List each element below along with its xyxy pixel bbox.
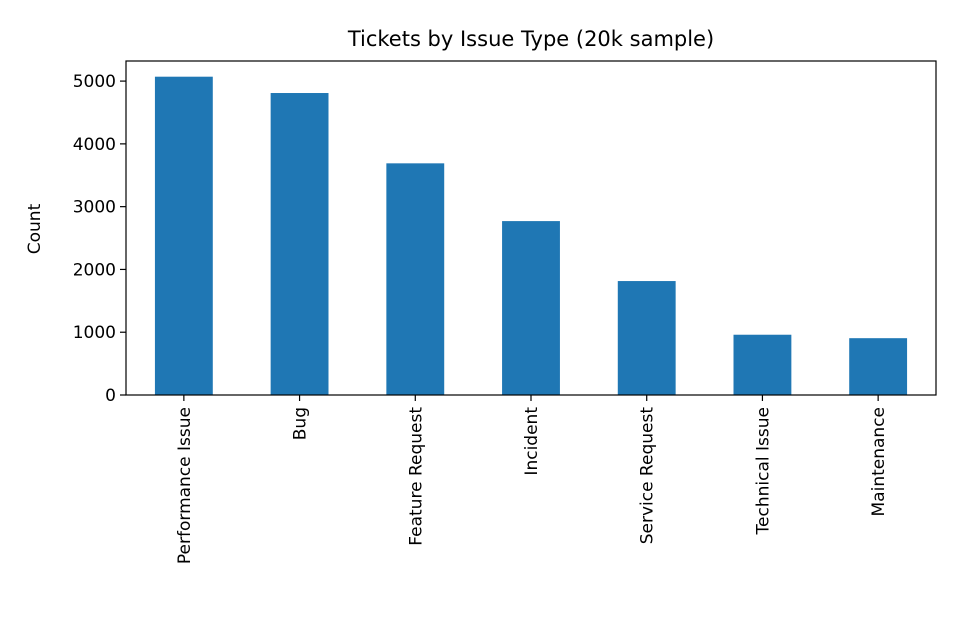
x-tick-label: Technical Issue <box>753 407 773 535</box>
bar-maintenance <box>849 338 908 395</box>
y-tick-label: 0 <box>105 386 116 406</box>
chart-title: Tickets by Issue Type (20k sample) <box>347 27 714 51</box>
bar-service-request <box>617 281 676 395</box>
x-tick-label: Performance Issue <box>175 407 195 564</box>
y-tick-label: 5000 <box>73 72 116 92</box>
y-axis-label: Count <box>25 203 45 254</box>
x-axis: Performance Issue Bug Feature Request Incid… <box>175 395 889 564</box>
y-axis: 0 1000 2000 3000 4000 5000 <box>73 72 126 406</box>
bar-bug <box>270 93 329 395</box>
bar-feature-request <box>386 163 445 395</box>
y-tick-label: 1000 <box>73 323 116 343</box>
y-tick-label: 4000 <box>73 135 116 155</box>
x-tick-label: Maintenance <box>869 407 889 516</box>
bars-group <box>154 76 908 395</box>
y-tick-label: 3000 <box>73 198 116 218</box>
x-tick-label: Feature Request <box>406 407 426 546</box>
plot-frame <box>125 60 937 396</box>
x-tick-label: Service Request <box>638 407 658 545</box>
bar-performance-issue <box>154 76 213 395</box>
y-tick-label: 2000 <box>73 260 116 280</box>
bar-technical-issue <box>733 334 792 395</box>
x-tick-label: Bug <box>291 407 311 440</box>
bar-incident <box>502 221 560 395</box>
x-tick-label: Incident <box>522 407 542 476</box>
